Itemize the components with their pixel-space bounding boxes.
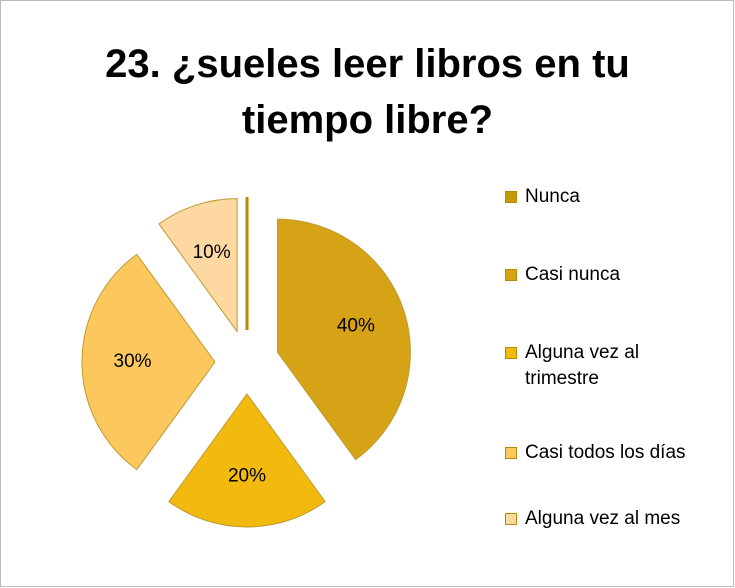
pie-slice	[168, 393, 326, 528]
legend-label: Casi nunca	[525, 264, 621, 285]
chart-title: 23. ¿sueles leer libros en tu tiempo lib…	[105, 42, 630, 142]
legend-item: Casi todos los días	[505, 440, 730, 466]
data-label: 20%	[228, 465, 266, 486]
legend-label: Nunca	[525, 186, 580, 207]
legend-swatch	[505, 191, 517, 203]
pie-slice	[158, 198, 238, 334]
data-label: 30%	[114, 351, 152, 372]
pie-slice	[81, 253, 216, 471]
data-label: 10%	[193, 242, 231, 263]
legend-item: Nunca	[505, 184, 730, 210]
legend-swatch	[505, 269, 517, 281]
legend-swatch	[505, 447, 517, 459]
pie-slice	[276, 218, 411, 461]
data-label: 40%	[337, 316, 375, 337]
legend-item: Alguna vez al mes	[505, 506, 730, 532]
legend-label: Casi todos los días	[525, 442, 686, 463]
legend-item: Casi nunca	[505, 262, 730, 288]
legend-item: Alguna vez al trimestre	[505, 340, 675, 392]
legend-swatch	[505, 513, 517, 525]
legend-label: Alguna vez al mes	[525, 508, 681, 529]
legend-label: Alguna vez al trimestre	[525, 342, 640, 389]
legend-swatch	[505, 347, 517, 359]
